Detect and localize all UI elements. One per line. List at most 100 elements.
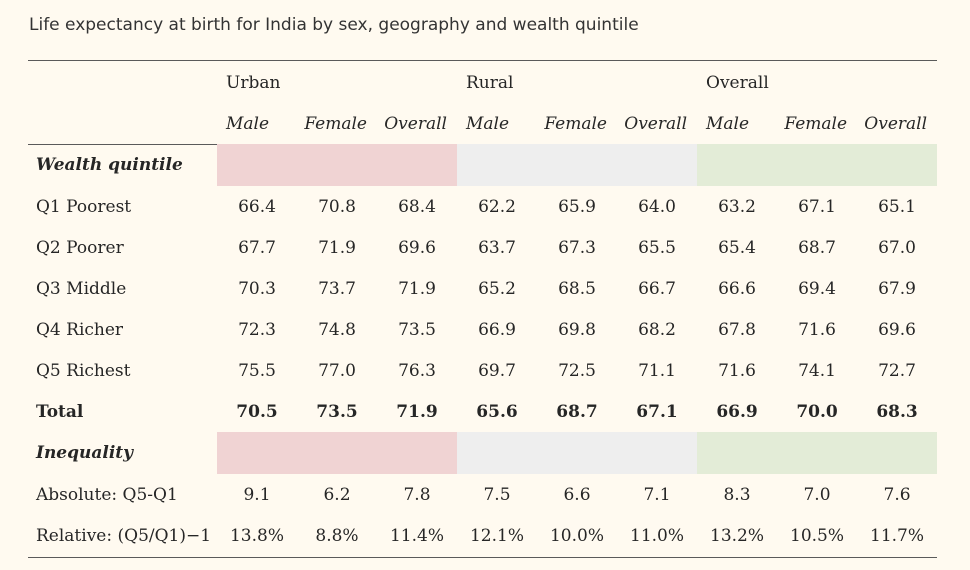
cell-rural-male: 66.9 xyxy=(478,319,516,340)
cell-urban-male: 72.3 xyxy=(238,319,276,340)
cell-rural-female: 10.0% xyxy=(549,525,604,546)
cell-rural-female: 69.8 xyxy=(558,319,596,340)
cell-urban-female: 74.8 xyxy=(318,319,356,340)
row-label: Absolute: Q5-Q1 xyxy=(36,484,178,505)
cell-overall-female: 70.0 xyxy=(796,401,838,422)
cell-urban-male: 67.7 xyxy=(238,237,276,258)
cell-urban-overall: 71.9 xyxy=(398,278,436,299)
row-label: Q1 Poorest xyxy=(36,196,132,217)
subheader-overall-male: Male xyxy=(706,114,750,134)
subheader-rural-overall: Overall xyxy=(624,114,688,134)
section-label: Inequality xyxy=(36,443,134,463)
table-row: Q4 Richer 72.3 74.8 73.5 66.9 69.8 68.2 67.8 71.… xyxy=(28,309,937,350)
cell-rural-male: 7.5 xyxy=(483,484,511,505)
table-row: Relative: (Q5/Q1)−1 13.8% 8.8% 11.4% 12.1% 10… xyxy=(28,515,937,556)
row-label: Q4 Richer xyxy=(36,319,124,340)
table-row: Absolute: Q5-Q1 9.1 6.2 7.8 7.5 6.6 7.1 8.3 7.0 7… xyxy=(28,474,937,515)
cell-urban-male: 9.1 xyxy=(243,484,271,505)
cell-rural-overall: 66.7 xyxy=(638,278,676,299)
cell-overall-overall: 11.7% xyxy=(870,525,925,546)
cell-overall-male: 65.4 xyxy=(718,237,756,258)
total-row: Total 70.5 73.5 71.9 65.6 68.7 67.1 66.9 70.0 68.… xyxy=(28,391,937,432)
group-header-row: Urban Rural Overall xyxy=(28,61,937,104)
cell-urban-overall: 11.4% xyxy=(389,525,444,546)
cell-urban-female: 73.7 xyxy=(318,278,356,299)
cell-rural-overall: 11.0% xyxy=(630,525,685,546)
cell-urban-male: 75.5 xyxy=(238,360,276,381)
subheader-overall-overall: Overall xyxy=(864,114,928,134)
top-rule xyxy=(28,60,937,61)
cell-rural-overall: 67.1 xyxy=(636,401,678,422)
cell-rural-overall: 64.0 xyxy=(638,196,676,217)
cell-urban-overall: 71.9 xyxy=(396,401,438,422)
cell-rural-overall: 65.5 xyxy=(638,237,676,258)
cell-rural-male: 65.6 xyxy=(476,401,518,422)
cell-overall-male: 13.2% xyxy=(710,525,765,546)
cell-overall-female: 7.0 xyxy=(803,484,831,505)
cell-rural-female: 68.5 xyxy=(558,278,596,299)
table-row: Q2 Poorer 67.7 71.9 69.6 63.7 67.3 65.5 65.4 68.… xyxy=(28,227,937,268)
rural-color-band xyxy=(457,144,698,186)
cell-urban-overall: 68.4 xyxy=(398,196,436,217)
cell-overall-overall: 67.9 xyxy=(878,278,916,299)
group-header-overall: Overall xyxy=(706,72,769,93)
cell-urban-male: 70.3 xyxy=(238,278,276,299)
subheader-overall-female: Female xyxy=(784,114,848,134)
cell-overall-female: 67.1 xyxy=(798,196,836,217)
cell-urban-overall: 76.3 xyxy=(398,360,436,381)
cell-rural-female: 68.7 xyxy=(556,401,598,422)
cell-urban-female: 8.8% xyxy=(315,525,359,546)
cell-rural-male: 62.2 xyxy=(478,196,516,217)
row-label: Q5 Richest xyxy=(36,360,131,381)
cell-rural-overall: 71.1 xyxy=(638,360,676,381)
cell-overall-overall: 65.1 xyxy=(878,196,916,217)
cell-urban-female: 6.2 xyxy=(323,484,351,505)
cell-overall-male: 67.8 xyxy=(718,319,756,340)
table-row: Q5 Richest 75.5 77.0 76.3 69.7 72.5 71.1 71.6 74… xyxy=(28,350,937,391)
subheader-rural-female: Female xyxy=(544,114,607,134)
cell-overall-female: 68.7 xyxy=(798,237,836,258)
cell-urban-overall: 7.8 xyxy=(403,484,431,505)
subheader-urban-overall: Overall xyxy=(384,114,447,134)
cell-overall-overall: 72.7 xyxy=(878,360,916,381)
overall-color-band xyxy=(697,432,938,474)
group-header-urban: Urban xyxy=(226,72,281,93)
cell-overall-overall: 67.0 xyxy=(878,237,916,258)
cell-overall-overall: 68.3 xyxy=(876,401,918,422)
row-label: Relative: (Q5/Q1)−1 xyxy=(36,525,212,546)
cell-overall-female: 71.6 xyxy=(798,319,836,340)
cell-urban-male: 13.8% xyxy=(229,525,284,546)
section-header-row: Wealth quintile xyxy=(28,144,938,186)
cell-rural-female: 65.9 xyxy=(558,196,596,217)
cell-overall-overall: 69.6 xyxy=(878,319,916,340)
cell-urban-female: 70.8 xyxy=(318,196,356,217)
row-label: Q2 Poorer xyxy=(36,237,124,258)
subheader-urban-female: Female xyxy=(304,114,367,134)
section-header-row: Inequality xyxy=(28,432,938,474)
bottom-rule xyxy=(28,557,937,558)
cell-urban-female: 77.0 xyxy=(318,360,356,381)
subheader-row: Male Female Overall Male Female Overall … xyxy=(28,104,937,144)
cell-overall-female: 69.4 xyxy=(798,278,836,299)
cell-urban-female: 73.5 xyxy=(316,401,358,422)
cell-overall-male: 66.6 xyxy=(718,278,756,299)
overall-color-band xyxy=(697,144,938,186)
cell-rural-male: 12.1% xyxy=(469,525,524,546)
cell-rural-male: 65.2 xyxy=(478,278,516,299)
cell-rural-female: 72.5 xyxy=(558,360,596,381)
life-expectancy-table: Urban Rural Overall Male Female Overall … xyxy=(28,61,938,556)
cell-overall-male: 63.2 xyxy=(718,196,756,217)
row-label: Q3 Middle xyxy=(36,278,127,299)
row-label: Total xyxy=(36,401,84,422)
subheader-rural-male: Male xyxy=(466,114,510,134)
cell-overall-male: 8.3 xyxy=(723,484,751,505)
cell-overall-male: 66.9 xyxy=(716,401,758,422)
group-header-rural: Rural xyxy=(466,72,514,93)
table-row: Q3 Middle 70.3 73.7 71.9 65.2 68.5 66.7 66.6 69.… xyxy=(28,268,937,309)
cell-rural-overall: 68.2 xyxy=(638,319,676,340)
cell-urban-male: 70.5 xyxy=(236,401,278,422)
corner-cell xyxy=(28,61,217,104)
urban-color-band xyxy=(217,144,457,186)
cell-overall-male: 71.6 xyxy=(718,360,756,381)
